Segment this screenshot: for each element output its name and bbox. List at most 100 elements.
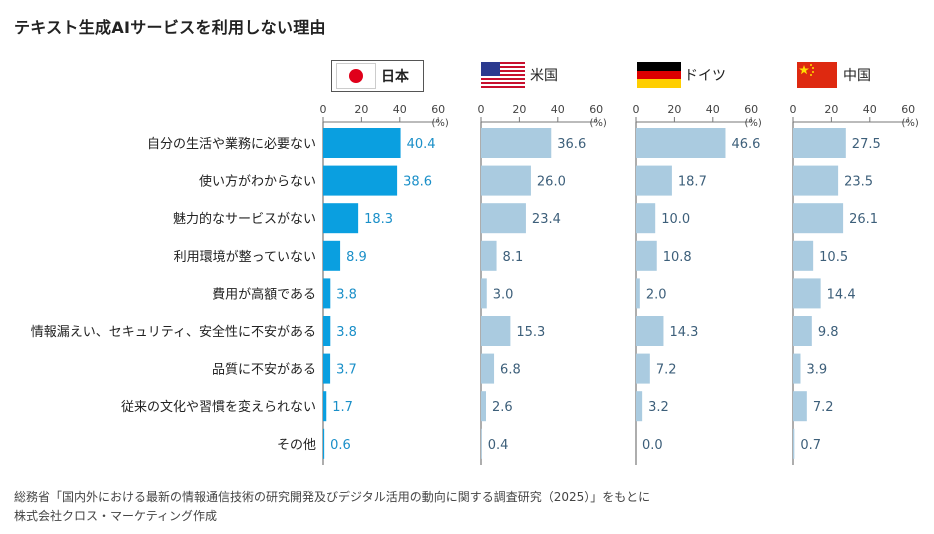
bar-s3-2	[793, 165, 839, 196]
source-line-1: 総務省「国内外における最新の情報通信技術の研究開発及びデジタル活用の動向に関する…	[14, 490, 651, 504]
bar-s3-8	[793, 391, 807, 422]
data-label-s2-6: 14.3	[669, 325, 698, 340]
category-label-5: 費用が高額である	[212, 286, 316, 302]
bar-s3-7	[793, 353, 801, 384]
legend-germany: ドイツ	[637, 60, 726, 90]
data-label-s2-2: 18.7	[678, 175, 707, 190]
tick-label-s0-40: 40	[393, 103, 407, 116]
data-label-s0-1: 40.4	[407, 137, 436, 152]
category-label-7: 品質に不安がある	[212, 363, 316, 378]
data-label-s2-4: 10.8	[663, 250, 692, 265]
category-label-9: その他	[277, 438, 316, 453]
data-label-s0-3: 18.3	[364, 212, 393, 227]
bar-s3-3	[793, 203, 844, 234]
legend-label-us: 米国	[530, 68, 558, 84]
bar-s0-3	[323, 203, 359, 234]
category-label-1: 自分の生活や業務に必要ない	[147, 136, 316, 152]
tick-label-s1-60: 60	[589, 103, 603, 116]
tick-label-s0-0: 0	[320, 103, 327, 116]
category-label-2: 使い方がわからない	[199, 174, 316, 190]
germany-flag-icon	[637, 62, 681, 88]
tick-label-s0-60: 60	[431, 103, 445, 116]
legend-label-japan: 日本	[381, 69, 409, 85]
bar-s0-8	[323, 391, 327, 422]
bar-s2-8	[636, 391, 643, 422]
tick-label-s3-40: 40	[863, 103, 877, 116]
bar-s2-2	[636, 165, 672, 196]
data-label-s3-5: 14.4	[827, 287, 856, 302]
data-label-s1-8: 2.6	[492, 400, 513, 415]
data-label-s1-3: 23.4	[532, 212, 561, 227]
legend-label-china: 中国	[843, 68, 871, 84]
bar-s3-1	[793, 128, 846, 158]
legend-label-germany: ドイツ	[684, 68, 726, 84]
unit-label-s1: (%)	[590, 118, 607, 129]
bar-s1-7	[481, 353, 495, 384]
data-label-s1-6: 15.3	[516, 325, 545, 340]
bar-s0-2	[323, 165, 398, 196]
data-label-s3-2: 23.5	[844, 175, 873, 190]
unit-label-s3: (%)	[902, 118, 919, 129]
category-label-6: 情報漏えい、セキュリティ、安全性に不安がある	[31, 324, 316, 340]
data-label-s3-1: 27.5	[852, 137, 881, 152]
tick-label-s2-40: 40	[706, 103, 720, 116]
bar-s1-5	[481, 278, 487, 309]
tick-label-s2-20: 20	[667, 103, 681, 116]
data-label-s2-3: 10.0	[661, 212, 690, 227]
bar-s1-6	[481, 316, 511, 346]
japan-flag-icon	[336, 63, 376, 89]
data-label-s2-9: 0.0	[642, 438, 663, 453]
data-label-s0-8: 1.7	[332, 400, 353, 415]
bar-s0-5	[323, 278, 331, 309]
data-label-s2-1: 46.6	[731, 137, 760, 152]
china-flag-icon	[797, 62, 837, 88]
unit-label-s2: (%)	[745, 118, 762, 129]
data-label-s1-2: 26.0	[537, 175, 566, 190]
tick-label-s1-0: 0	[478, 103, 485, 116]
bar-s1-9	[481, 428, 482, 459]
source-line-2: 株式会社クロス・マーケティング作成	[14, 509, 218, 523]
legend-japan: 日本	[331, 60, 424, 92]
bar-s2-1	[636, 128, 726, 158]
data-label-s2-5: 2.0	[646, 287, 667, 302]
bar-s3-6	[793, 316, 812, 346]
data-label-s1-7: 6.8	[500, 363, 521, 378]
legend-china: 中国	[797, 60, 871, 90]
tick-label-s1-40: 40	[551, 103, 565, 116]
bar-s0-4	[323, 240, 341, 271]
bar-s1-8	[481, 391, 486, 422]
bar-s1-2	[481, 165, 531, 196]
bar-s3-9	[793, 428, 795, 459]
data-label-s0-6: 3.8	[336, 325, 357, 340]
bar-s1-4	[481, 240, 497, 271]
tick-label-s1-20: 20	[512, 103, 526, 116]
bar-s1-1	[481, 128, 552, 158]
bar-s2-6	[636, 316, 664, 346]
bar-s0-7	[323, 353, 331, 384]
data-label-s3-8: 7.2	[813, 400, 834, 415]
tick-label-s3-20: 20	[824, 103, 838, 116]
tick-label-s2-60: 60	[744, 103, 758, 116]
data-label-s3-6: 9.8	[818, 325, 839, 340]
data-label-s1-5: 3.0	[493, 287, 514, 302]
bar-s2-5	[636, 278, 640, 309]
category-label-4: 利用環境が整っていない	[174, 250, 316, 265]
bar-s3-5	[793, 278, 821, 309]
data-label-s1-1: 36.6	[557, 137, 586, 152]
data-label-s3-3: 26.1	[849, 212, 878, 227]
bar-s3-4	[793, 240, 814, 271]
us-flag-icon	[481, 62, 525, 88]
data-label-s0-2: 38.6	[403, 175, 432, 190]
data-label-s1-4: 8.1	[503, 250, 524, 265]
data-label-s2-8: 3.2	[648, 400, 669, 415]
tick-label-s0-20: 20	[354, 103, 368, 116]
tick-label-s3-0: 0	[790, 103, 797, 116]
data-label-s0-4: 8.9	[346, 250, 367, 265]
data-label-s0-5: 3.8	[336, 287, 357, 302]
chart-title: テキスト生成AIサービスを利用しない理由	[14, 18, 326, 37]
data-label-s3-4: 10.5	[819, 250, 848, 265]
legend-us: 米国	[481, 60, 558, 90]
category-label-8: 従来の文化や習慣を変えられない	[121, 399, 316, 415]
tick-label-s3-60: 60	[901, 103, 915, 116]
